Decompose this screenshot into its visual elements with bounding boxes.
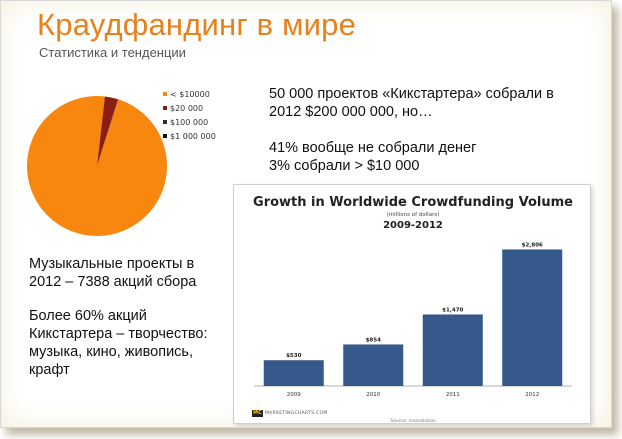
pie-legend: < $10000 $20 000 $100 000 $1 000 000: [163, 87, 216, 143]
bar-chart-units: (millions of dollars): [386, 212, 440, 218]
projects-line-2: 2012 $200 000 000, но…: [269, 104, 433, 120]
creative-line-2: Кикстартера – творчество:: [29, 326, 208, 342]
bar-value-label: $1,470: [442, 307, 463, 313]
bar-2009: [263, 360, 324, 386]
bar-chart: $530 2009 $854 2010 $1,470 2011 $2,806 2012: [254, 242, 572, 398]
no-money-line: 41% вообще не собрали денег: [269, 140, 477, 156]
legend-swatch: [163, 92, 167, 96]
projects-text: 50 000 проектов «Кикстартера» собрали в …: [269, 85, 554, 121]
bar-chart-source: Source: massolution: [390, 419, 436, 424]
slide-title: Краудфандинг в мире: [37, 7, 357, 42]
music-line-1: Музыкальные проекты в: [29, 256, 195, 272]
pie-slice: [97, 99, 119, 166]
over-10k-line: 3% собрали > $10 000: [269, 158, 420, 174]
creative-line-3: музыка, кино, живопись,: [29, 344, 193, 360]
legend-label: < $10000: [170, 89, 210, 99]
bar-2010: [343, 344, 404, 386]
legend-label: $20 000: [170, 103, 204, 113]
bar-chart-period: 2009-2012: [383, 220, 443, 231]
pie-slice: [97, 96, 118, 166]
slide-subtitle: Статистика и тенденции: [39, 45, 186, 60]
bar-2011: [422, 314, 483, 386]
stats-text: 41% вообще не собрали денег 3% собрали >…: [269, 139, 476, 175]
x-tick-label: 2011: [446, 392, 460, 398]
legend-item: $20 000: [163, 101, 216, 115]
x-tick-label: 2012: [525, 392, 539, 398]
legend-swatch: [163, 120, 167, 124]
legend-label: $1 000 000: [170, 131, 216, 141]
music-line-2: 2012 – 7388 акций сбора: [29, 274, 197, 290]
legend-item: $1 000 000: [163, 129, 216, 143]
marketingcharts-text: MARKETINGCHARTS.COM: [265, 411, 328, 416]
pie-slice: [97, 99, 119, 166]
bar-2012: [502, 249, 563, 386]
slide: Краудфандинг в мире Статистика и тенденц…: [0, 0, 612, 428]
legend-item: $100 000: [163, 115, 216, 129]
x-tick-label: 2010: [366, 392, 380, 398]
creative-text: Более 60% акций Кикстартера – творчество…: [29, 307, 208, 379]
legend-label: $100 000: [170, 117, 209, 127]
bar-chart-panel: Growth in Worldwide Crowdfunding Volume …: [233, 184, 591, 424]
pie-slice: [26, 95, 167, 236]
bar-chart-title: Growth in Worldwide Crowdfunding Volume: [253, 195, 573, 210]
music-text: Музыкальные проекты в 2012 – 7388 акций …: [29, 255, 196, 291]
bar-value-label: $2,806: [522, 242, 543, 248]
legend-swatch: [163, 106, 167, 110]
projects-line-1: 50 000 проектов «Кикстартера» собрали в: [269, 86, 554, 102]
bar-value-label: $530: [286, 353, 301, 359]
creative-line-4: крафт: [29, 362, 70, 378]
bar-value-label: $854: [366, 337, 381, 343]
legend-item: < $10000: [163, 87, 216, 101]
creative-line-1: Более 60% акций: [29, 308, 147, 324]
marketingcharts-logo: MC: [252, 410, 263, 417]
legend-swatch: [163, 134, 167, 138]
x-tick-label: 2009: [287, 392, 301, 398]
